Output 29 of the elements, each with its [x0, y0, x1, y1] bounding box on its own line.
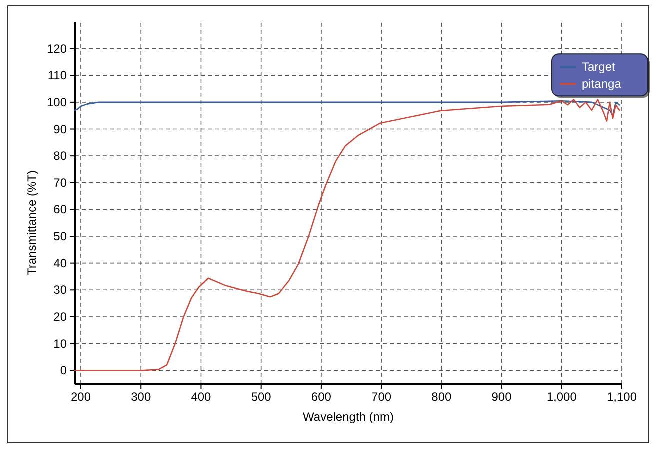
y-tick-label: 80 [54, 149, 68, 164]
y-tick-label: 60 [54, 202, 68, 217]
line-series [74, 100, 620, 116]
y-tick-label: 110 [48, 68, 68, 83]
legend-label: pitanga [582, 77, 622, 92]
x-tick-label: 900 [492, 390, 512, 404]
x-tick-label: 200 [70, 390, 92, 404]
x-tick-label: 800 [432, 390, 452, 404]
y-tick-label: 70 [54, 176, 68, 190]
x-tick-label: 600 [311, 390, 332, 404]
legend-label: Target [582, 60, 616, 74]
y-tick-label: 90 [54, 122, 68, 136]
y-tick-label: 20 [54, 310, 68, 324]
y-tick-label: 100 [46, 95, 68, 110]
y-tick-label: 120 [46, 42, 68, 56]
x-tick-label: 1,000 [546, 390, 578, 404]
y-tick-label: 50 [54, 230, 68, 244]
y-tick-label: 10 [54, 336, 68, 351]
line-series [74, 99, 620, 372]
x-tick-label: 400 [191, 390, 212, 404]
y-axis-title: Transmittance (%T) [25, 170, 39, 276]
x-tick-label: 1,100 [606, 390, 638, 404]
y-tick-label: 40 [54, 256, 68, 270]
x-tick-label: 500 [251, 390, 272, 404]
y-tick-label: 30 [54, 283, 68, 298]
y-tick-label: 0 [60, 364, 68, 378]
x-tick-label: 300 [131, 390, 152, 404]
x-axis-title: Wavelength (nm) [303, 410, 394, 424]
x-tick-label: 700 [372, 390, 392, 404]
